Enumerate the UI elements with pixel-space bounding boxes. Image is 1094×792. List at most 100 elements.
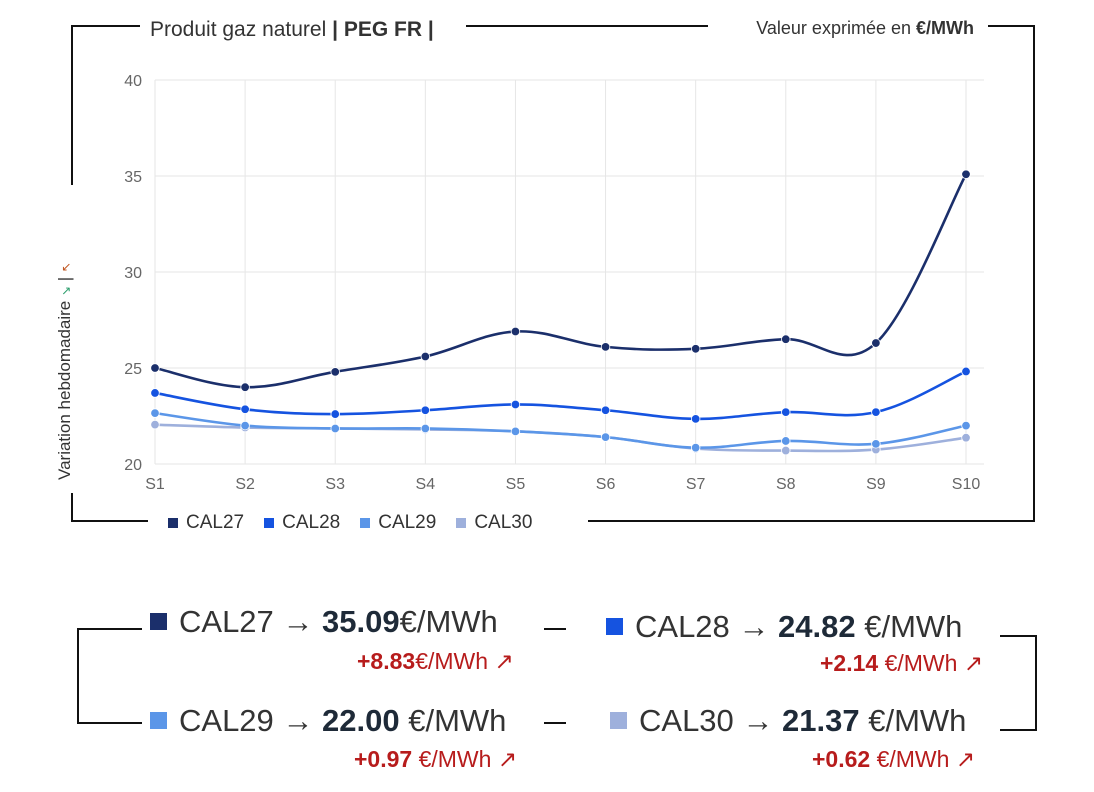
summary-unit: €/MWh	[399, 604, 498, 639]
data-point-cal28	[510, 399, 521, 410]
legend-item-cal29[interactable]: CAL29	[360, 512, 436, 534]
summary-value: 22.00	[322, 703, 400, 738]
x-tick-label: S4	[416, 476, 436, 493]
legend-swatch	[168, 518, 178, 528]
x-tick-label: S9	[866, 476, 886, 493]
data-point-cal28	[690, 414, 701, 424]
legend-item-cal27[interactable]: CAL27	[168, 512, 244, 534]
x-tick-label: S5	[506, 476, 526, 493]
legend-item-cal30[interactable]: CAL30	[456, 512, 532, 534]
data-point-cal27	[150, 363, 160, 373]
data-point-cal28	[330, 409, 340, 419]
legend-label: CAL28	[282, 512, 341, 533]
trend-up-icon: ↗	[963, 650, 984, 676]
unit-label: Valeur exprimée en €/MWh	[756, 18, 974, 39]
summary-cal27: CAL27 → 35.09€/MWh	[150, 604, 498, 640]
x-tick-label: S1	[145, 476, 165, 493]
summary-value: 35.09	[322, 604, 400, 639]
data-point-cal29	[600, 432, 611, 442]
data-point-cal30	[150, 419, 160, 430]
data-point-cal29	[961, 420, 971, 431]
summary-value: 21.37	[782, 703, 860, 738]
data-point-cal28	[240, 404, 250, 414]
legend-label: CAL29	[378, 512, 437, 533]
data-point-cal27	[420, 351, 431, 362]
legend-swatch	[456, 518, 467, 528]
unit-prefix: Valeur exprimée en	[756, 18, 911, 38]
data-point-cal27	[600, 342, 611, 352]
delta-cal29: +0.97 €/MWh ↗	[354, 746, 517, 773]
summary-unit: €/MWh	[868, 703, 967, 738]
trend-up-icon: ↗	[494, 648, 514, 674]
y-tick-label: 20	[124, 457, 142, 474]
data-point-cal29	[330, 423, 340, 434]
delta-unit: €/MWh	[418, 746, 492, 772]
chart-legend: CAL27 CAL28 CAL29 CAL30	[160, 512, 541, 534]
arrow-right-icon: →	[742, 703, 774, 738]
summary-cal28: CAL28 → 24.82 €/MWh	[606, 609, 962, 645]
data-point-cal27	[961, 169, 971, 179]
summary-value: 24.82	[778, 609, 856, 644]
data-point-cal30	[781, 445, 791, 456]
data-point-cal29	[150, 408, 160, 418]
y-tick-label: 35	[124, 169, 142, 186]
delta-unit: €/MWh	[884, 650, 958, 676]
summary-swatch	[610, 712, 627, 729]
summary-swatch	[606, 618, 623, 635]
summary-cal29: CAL29 → 22.00 €/MWh	[150, 703, 506, 739]
y-tick-label: 25	[124, 361, 142, 378]
summary-name: CAL29	[179, 703, 274, 738]
data-point-cal27	[871, 338, 881, 348]
x-tick-label: S3	[325, 476, 345, 493]
legend-item-cal28[interactable]: CAL28	[264, 512, 340, 534]
series-line-cal27	[154, 173, 968, 389]
summary-name: CAL30	[639, 703, 734, 738]
product-prefix: Produit gaz naturel	[150, 18, 327, 41]
data-point-cal29	[781, 436, 791, 446]
trend-up-icon: ↗	[497, 746, 518, 772]
data-point-cal29	[510, 426, 521, 437]
data-point-cal30	[961, 432, 971, 443]
data-point-cal28	[961, 366, 971, 377]
delta-unit: €/MWh	[876, 746, 950, 772]
x-tick-label: S10	[952, 476, 981, 493]
data-point-cal27	[240, 382, 250, 392]
delta-cal27: +8.83€/MWh ↗	[357, 648, 514, 675]
data-point-cal27	[781, 334, 791, 344]
delta-value: +0.97	[354, 746, 413, 772]
data-point-cal29	[420, 423, 431, 434]
y-tick-label: 30	[124, 265, 142, 282]
data-point-cal29	[871, 439, 881, 449]
data-point-cal28	[871, 407, 881, 417]
delta-cal30: +0.62 €/MWh ↗	[812, 746, 975, 773]
series-line-cal28	[154, 370, 967, 421]
delta-value: +0.62	[812, 746, 871, 772]
series-line-cal29	[154, 411, 967, 449]
chart-title: Produit gaz naturel | PEG FR |	[150, 18, 442, 42]
data-point-cal28	[600, 405, 611, 415]
delta-value: +8.83	[357, 648, 416, 674]
x-tick-label: S8	[776, 476, 796, 493]
product-code: | PEG FR |	[332, 18, 434, 41]
summary-name: CAL28	[635, 609, 730, 644]
arrow-right-icon: →	[282, 604, 314, 639]
data-point-cal28	[420, 405, 431, 415]
legend-label: CAL30	[474, 512, 533, 533]
summary-unit: €/MWh	[408, 703, 507, 738]
x-tick-label: S7	[686, 476, 706, 493]
legend-swatch	[264, 518, 275, 528]
legend-label: CAL27	[186, 512, 245, 533]
trend-up-icon: ↗	[955, 746, 976, 772]
summary-swatch	[150, 712, 167, 729]
data-point-cal27	[690, 344, 701, 354]
summary-cal30: CAL30 → 21.37 €/MWh	[610, 703, 966, 739]
y-tick-label: 40	[124, 73, 142, 90]
x-tick-label: S6	[596, 476, 616, 493]
delta-cal28: +2.14 €/MWh ↗	[820, 650, 983, 677]
data-point-cal28	[150, 388, 160, 398]
legend-swatch	[360, 518, 371, 528]
delta-value: +2.14	[820, 650, 879, 676]
summary-name: CAL27	[179, 604, 274, 639]
